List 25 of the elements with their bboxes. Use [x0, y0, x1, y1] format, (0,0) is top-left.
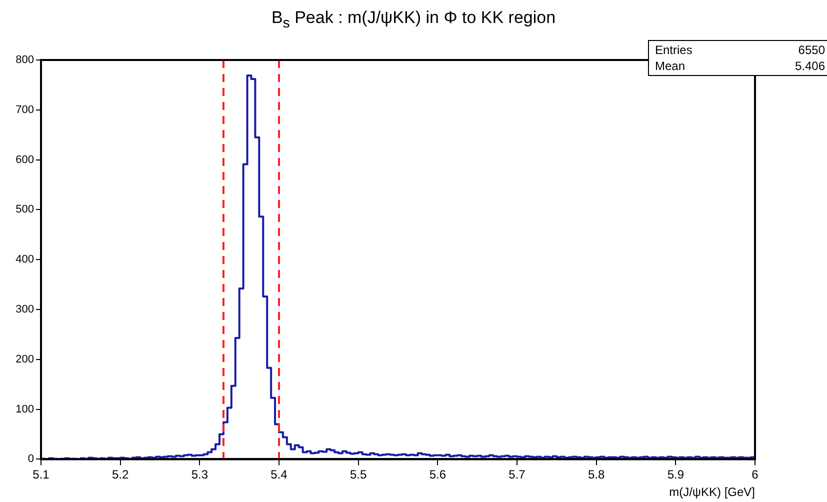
- y-tick-label: 0: [28, 453, 34, 466]
- y-tick-label: 300: [16, 304, 34, 316]
- text: 5.406: [794, 58, 825, 74]
- x-tick-label: 5.7: [508, 468, 526, 482]
- x-tick-label: 5.1: [32, 468, 50, 482]
- y-tick-label: 800: [16, 54, 34, 66]
- y-tick-label: 200: [16, 353, 34, 366]
- x-axis-title: m(J/ψKK) [GeV]: [669, 485, 755, 500]
- text: Entries: [655, 42, 694, 58]
- x-tick-label: 5.3: [191, 468, 208, 482]
- x-tick-label: 6: [752, 468, 759, 482]
- annotation: Mean: [655, 58, 686, 74]
- chart-title: B$_{s}$ Peak : m(J/ψKK) in Φ to KK region: [270, 8, 557, 32]
- y-tick-label: 100: [16, 403, 34, 416]
- y-tick-label: 600: [16, 154, 34, 166]
- text: 6550: [797, 42, 825, 58]
- y-tick-label: 400: [16, 254, 34, 266]
- y-tick-label: 700: [16, 104, 34, 116]
- x-tick-label: 5.9: [667, 468, 684, 482]
- x-tick-label: 5.8: [588, 468, 605, 482]
- y-tick-label: 500: [16, 204, 34, 216]
- x-tick-label: 5.4: [270, 468, 288, 482]
- x-tick-label: 5.2: [112, 468, 129, 482]
- x-tick-label: 5.5: [350, 468, 367, 482]
- x-tick-label: 5.6: [429, 468, 446, 482]
